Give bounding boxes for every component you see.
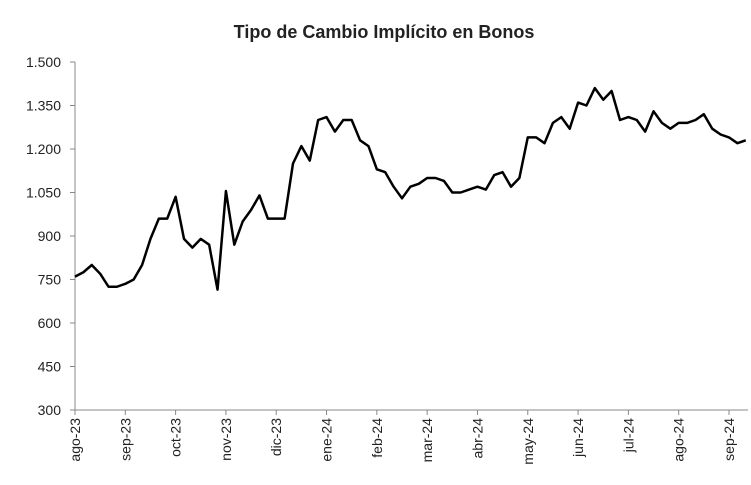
x-tick-label: oct-23	[168, 418, 184, 457]
x-tick-label: dic-23	[268, 418, 284, 456]
y-tick-label: 600	[38, 315, 62, 331]
x-tick-label: nov-23	[218, 418, 234, 461]
x-tick-label: sep-24	[721, 418, 737, 461]
x-tick-label: jul-24	[620, 418, 636, 453]
x-tick-label: jun-24	[570, 418, 586, 458]
chart-title: Tipo de Cambio Implícito en Bonos	[234, 22, 535, 42]
y-tick-label: 1.500	[26, 54, 61, 70]
x-tick-label: ago-24	[671, 418, 687, 462]
x-tick-label: may-24	[520, 418, 536, 465]
series-line	[74, 86, 747, 291]
y-tick-label: 450	[38, 359, 62, 375]
x-tick-label: feb-24	[369, 418, 385, 458]
y-tick-label: 900	[38, 228, 62, 244]
x-tick-label: ago-23	[67, 418, 83, 462]
x-tick-label: sep-23	[117, 418, 133, 461]
y-tick-label: 750	[38, 272, 62, 288]
x-tick-label: ene-24	[319, 418, 335, 462]
y-tick-label: 300	[38, 402, 62, 418]
y-tick-label: 1.200	[26, 141, 61, 157]
y-tick-label: 1.350	[26, 98, 61, 114]
x-tick-label: abr-24	[469, 418, 485, 459]
y-tick-label: 1.050	[26, 185, 61, 201]
x-tick-label: mar-24	[419, 418, 435, 463]
